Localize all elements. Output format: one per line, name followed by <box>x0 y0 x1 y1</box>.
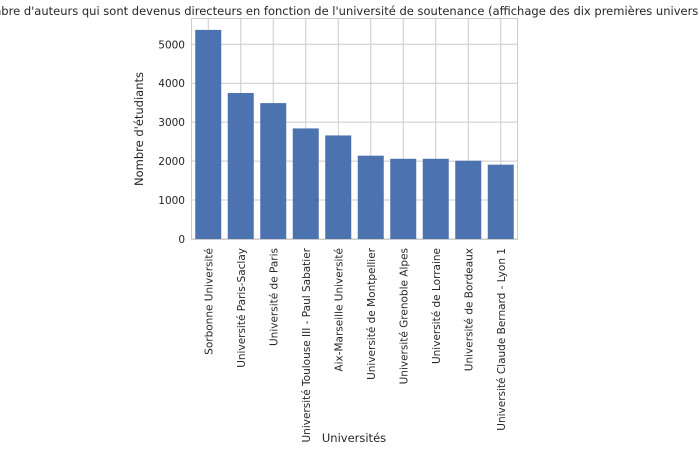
bar <box>455 160 482 239</box>
x-axis-label: Universités <box>322 431 386 445</box>
bar <box>357 155 384 239</box>
bar <box>195 29 222 240</box>
bar <box>390 158 417 239</box>
plot-frame <box>191 18 518 240</box>
bar <box>227 92 254 239</box>
y-tick-label: 3000 <box>158 117 185 129</box>
x-tick-label: Université de Bordeaux <box>463 248 475 371</box>
bar <box>325 135 352 239</box>
x-tick-label: Université Toulouse III - Paul Sabatier <box>301 247 313 442</box>
x-tick-labels: Sorbonne Université Université Paris-Sacl… <box>203 247 508 442</box>
x-tick-label: Université de Montpellier <box>366 247 378 380</box>
y-tick-label: 1000 <box>158 195 185 207</box>
bar <box>422 158 449 239</box>
y-axis-label: Nombre d'étudiants <box>132 72 146 186</box>
x-tick-label: Université de Paris <box>268 248 280 346</box>
x-tick-label: Université de Lorraine <box>431 248 443 364</box>
y-tick-labels: 0 1000 2000 3000 4000 5000 <box>158 39 185 246</box>
y-tick-label: 4000 <box>158 78 185 90</box>
y-tick-label: 2000 <box>158 156 185 168</box>
chart-title: Nombre d'auteurs qui sont devenus direct… <box>0 4 699 18</box>
x-tick-label: Aix-Marseille Université <box>333 248 345 372</box>
bar <box>260 103 287 239</box>
x-tick-label: Université Paris-Saclay <box>236 248 248 368</box>
bars <box>195 29 514 240</box>
bar <box>292 128 319 239</box>
y-tick-label: 5000 <box>158 39 185 51</box>
x-tick-label: Sorbonne Université <box>203 248 215 355</box>
x-tick-label: Université Claude Bernard - Lyon 1 <box>496 248 508 431</box>
bar <box>487 164 514 239</box>
x-tick-label: Université Grenoble Alpes <box>398 248 410 384</box>
y-tick-label: 0 <box>178 234 185 246</box>
